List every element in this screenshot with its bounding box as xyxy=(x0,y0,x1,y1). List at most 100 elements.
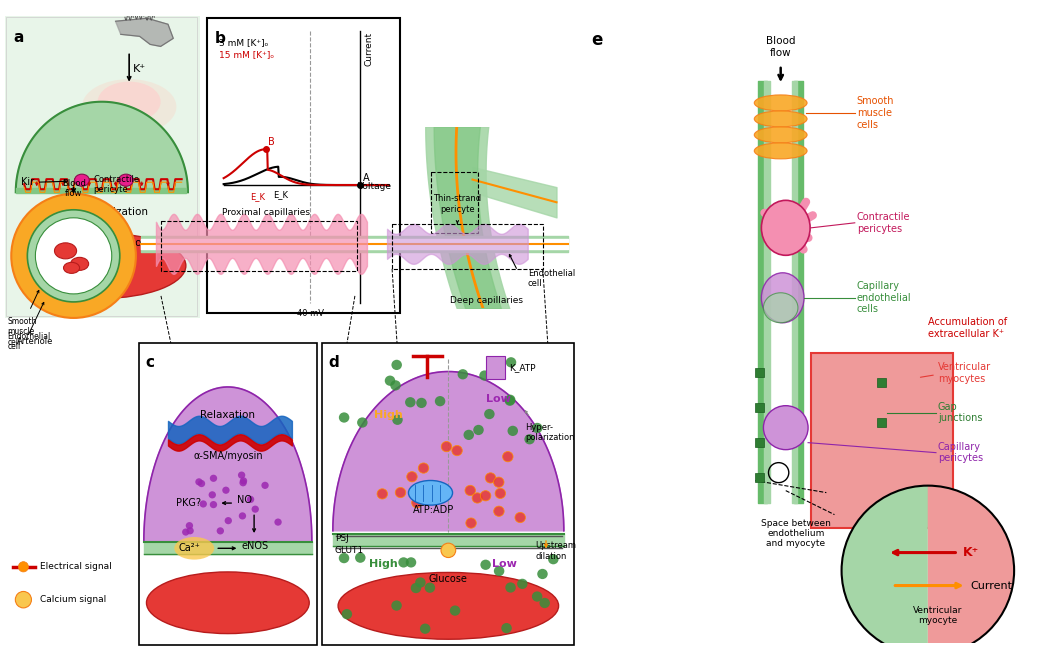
Circle shape xyxy=(393,415,403,425)
Text: RBC: RBC xyxy=(89,263,114,273)
Ellipse shape xyxy=(55,243,77,259)
Text: Capillary
pericytes: Capillary pericytes xyxy=(938,442,983,463)
Circle shape xyxy=(427,482,438,492)
Circle shape xyxy=(247,496,254,503)
Text: Space between
endothelium
and myocyte: Space between endothelium and myocyte xyxy=(761,519,831,548)
Bar xyxy=(811,352,953,528)
Circle shape xyxy=(449,606,460,616)
Text: Upstream dilation: Upstream dilation xyxy=(56,238,148,247)
Circle shape xyxy=(494,506,504,517)
Text: Arteriole: Arteriole xyxy=(17,337,54,346)
Circle shape xyxy=(424,583,435,593)
Circle shape xyxy=(532,591,543,602)
Bar xyxy=(755,472,764,482)
Text: Contractile
pericytes: Contractile pericytes xyxy=(857,212,910,234)
Circle shape xyxy=(495,488,505,498)
Circle shape xyxy=(441,441,452,452)
Text: Capillary
endothelial
cells: Capillary endothelial cells xyxy=(857,281,911,314)
Ellipse shape xyxy=(338,572,559,639)
Ellipse shape xyxy=(761,201,811,255)
Ellipse shape xyxy=(754,127,807,143)
Circle shape xyxy=(186,522,193,529)
Text: Hyper-
polarization: Hyper- polarization xyxy=(525,423,574,443)
Circle shape xyxy=(36,218,111,294)
Circle shape xyxy=(16,591,32,608)
Circle shape xyxy=(514,512,525,522)
Ellipse shape xyxy=(82,79,176,134)
Text: PSJ: PSJ xyxy=(335,533,349,543)
Polygon shape xyxy=(116,18,173,46)
Circle shape xyxy=(239,477,247,484)
Text: Smooth
muscle
cells: Smooth muscle cells xyxy=(857,96,895,130)
Circle shape xyxy=(484,409,495,419)
Circle shape xyxy=(479,371,489,381)
Text: Smooth
muscle
cell: Smooth muscle cell xyxy=(7,317,37,347)
Circle shape xyxy=(195,478,203,485)
Circle shape xyxy=(187,527,194,534)
Circle shape xyxy=(532,423,543,433)
Ellipse shape xyxy=(174,537,214,559)
Text: ATP:ADP: ATP:ADP xyxy=(413,506,455,515)
Bar xyxy=(755,437,764,447)
Circle shape xyxy=(261,482,269,489)
Text: Endothelial
cell: Endothelial cell xyxy=(7,332,50,351)
Bar xyxy=(755,402,764,411)
Circle shape xyxy=(452,445,462,456)
Circle shape xyxy=(420,624,430,634)
Polygon shape xyxy=(144,387,312,541)
Circle shape xyxy=(517,579,527,589)
Text: Current: Current xyxy=(364,32,374,66)
Bar xyxy=(877,378,886,387)
Ellipse shape xyxy=(98,82,161,122)
Bar xyxy=(430,172,478,232)
Circle shape xyxy=(524,434,534,445)
Text: E_K: E_K xyxy=(273,190,288,199)
Text: Ca²⁺: Ca²⁺ xyxy=(178,543,200,554)
Circle shape xyxy=(216,527,224,535)
Text: B: B xyxy=(268,137,274,147)
Circle shape xyxy=(395,487,405,498)
Ellipse shape xyxy=(754,143,807,159)
Text: Deep capillaries: Deep capillaries xyxy=(449,296,523,305)
Circle shape xyxy=(441,543,456,557)
Bar xyxy=(392,224,543,269)
Text: NO: NO xyxy=(237,495,252,505)
Text: Gap
junctions: Gap junctions xyxy=(938,402,983,424)
Text: Calcium signal: Calcium signal xyxy=(40,595,106,604)
Text: Kir: Kir xyxy=(21,177,34,187)
Circle shape xyxy=(505,582,516,593)
Circle shape xyxy=(505,396,516,406)
Text: Ventricular
myocytes: Ventricular myocytes xyxy=(938,362,991,384)
Text: High: High xyxy=(374,410,403,420)
Text: Accumulation of
extracellular K⁺: Accumulation of extracellular K⁺ xyxy=(928,317,1007,339)
Circle shape xyxy=(210,474,217,482)
Ellipse shape xyxy=(75,174,89,186)
Text: e: e xyxy=(591,31,603,49)
Circle shape xyxy=(474,425,484,435)
Circle shape xyxy=(239,479,247,486)
Circle shape xyxy=(548,554,559,565)
Ellipse shape xyxy=(754,95,807,111)
Bar xyxy=(755,368,764,376)
Text: d: d xyxy=(329,355,339,370)
Bar xyxy=(161,221,357,271)
Text: 15 mM [K⁺]ₒ: 15 mM [K⁺]ₒ xyxy=(219,50,275,59)
Circle shape xyxy=(405,557,416,567)
Text: Current: Current xyxy=(970,581,1012,591)
Circle shape xyxy=(418,463,428,473)
Circle shape xyxy=(339,553,350,563)
Circle shape xyxy=(435,396,445,406)
Circle shape xyxy=(274,519,281,526)
Text: Electrical signal: Electrical signal xyxy=(40,562,111,571)
Circle shape xyxy=(391,380,401,391)
Ellipse shape xyxy=(18,233,186,299)
Text: Ventricular
myocyte: Ventricular myocyte xyxy=(914,606,963,625)
Text: Low: Low xyxy=(491,559,517,569)
Text: Blood
flow: Blood flow xyxy=(765,36,796,58)
Circle shape xyxy=(182,528,189,535)
Polygon shape xyxy=(16,102,188,192)
Circle shape xyxy=(12,194,135,318)
Circle shape xyxy=(501,623,511,633)
Ellipse shape xyxy=(70,258,88,271)
Text: Hyperpolarization: Hyperpolarization xyxy=(56,208,148,217)
